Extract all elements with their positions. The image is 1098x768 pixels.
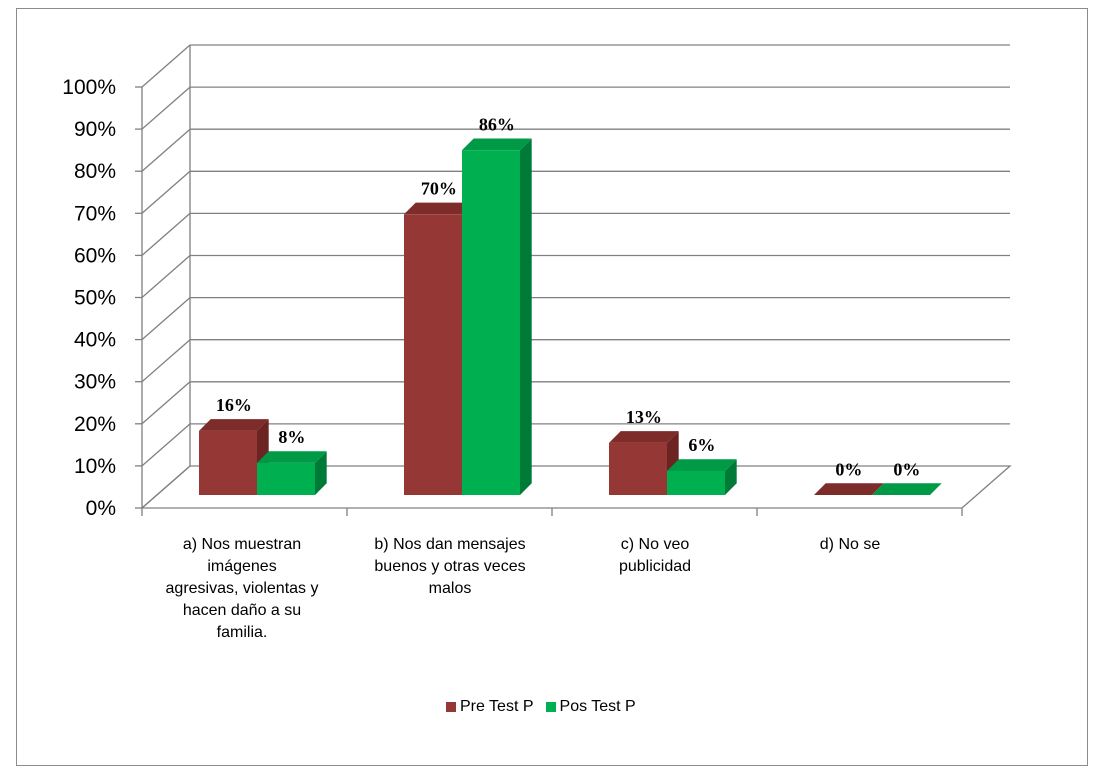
grid-diagonal: [141, 212, 191, 256]
grid-diagonal: [141, 423, 191, 467]
y-tick-label: 100%: [62, 76, 116, 99]
bar-top: [667, 459, 737, 471]
category-label-d: d) No se: [819, 536, 881, 553]
y-tick-label: 30%: [74, 371, 116, 394]
bar-front: [462, 150, 520, 495]
bar-top: [199, 419, 269, 431]
legend-swatch-pos-test: [545, 702, 556, 712]
y-tick-label: 40%: [74, 329, 116, 352]
y-tick-label: 50%: [74, 287, 116, 310]
category-label-a: a) Nos muestran imágenes agresivas, viol…: [165, 536, 319, 641]
category-label-b: b) Nos dan mensajes buenos y otras veces…: [374, 536, 526, 597]
bar-top: [872, 483, 942, 495]
data-label: 13%: [626, 407, 662, 427]
y-tick-label: 0%: [86, 497, 116, 520]
legend-label-pos-test: Pos Test P: [559, 698, 636, 715]
data-label: 8%: [278, 427, 305, 447]
bars: [199, 138, 942, 496]
data-label: 70%: [421, 179, 457, 199]
floor: [140, 465, 1012, 509]
bar-pos-2: [667, 459, 737, 495]
bar-side: [315, 451, 327, 495]
legend-swatch-pre-test: [446, 702, 456, 712]
y-axis: 0% 10% 20% 30% 40% 50% 60% 70% 80% 90% 100%: [62, 45, 963, 520]
bar-front: [199, 430, 257, 495]
data-label: 0%: [893, 459, 920, 479]
legend-item-pos-test: Pos Test P: [545, 698, 636, 716]
chart-frame: [16, 8, 1088, 766]
data-label: 0%: [835, 459, 862, 479]
grid-diagonal: [141, 170, 191, 214]
bar-side: [520, 138, 532, 495]
bar-pre-3: [814, 483, 884, 495]
bar-top: [814, 483, 884, 495]
y-tick-label: 60%: [74, 244, 116, 267]
y-tick-label: 20%: [74, 413, 116, 436]
data-labels: 16% 8% 70% 86% 13% 6% 0% 0%: [216, 114, 920, 479]
grid-diagonal: [141, 44, 191, 88]
data-label: 86%: [479, 114, 515, 134]
bar-pos-1: [462, 138, 532, 495]
grid-diagonal: [141, 381, 191, 425]
grid-diagonal: [141, 128, 191, 172]
bar-top: [462, 138, 532, 151]
grid-diagonal: [141, 255, 191, 298]
grid-diagonal: [141, 339, 191, 383]
legend-label-pre-test: Pre Test P: [460, 698, 534, 715]
bar-front: [257, 462, 315, 495]
y-tick-label: 10%: [74, 455, 116, 478]
bar-front: [667, 470, 725, 495]
bar-pos-3: [872, 483, 942, 495]
bar-side: [725, 459, 737, 495]
bar-front: [609, 442, 667, 495]
category-label-c: c) No veo publicidad: [618, 536, 692, 575]
legend: Pre Test P Pos Test P: [446, 698, 648, 716]
grid-lines: [140, 44, 1012, 509]
legend-item-pre-test: Pre Test P: [446, 698, 534, 716]
bar-top: [609, 431, 679, 443]
y-tick-label: 80%: [74, 160, 116, 183]
bar-top: [404, 202, 474, 215]
bar-pos-0: [257, 451, 327, 495]
grid-diagonal: [141, 297, 191, 341]
bar-front: [404, 214, 462, 496]
grid-diagonal: [141, 86, 191, 130]
data-label: 16%: [216, 395, 252, 415]
data-label: 6%: [688, 435, 715, 455]
y-tick-label: 70%: [74, 202, 116, 225]
y-tick-label: 90%: [74, 118, 116, 141]
bar-top: [257, 451, 327, 463]
